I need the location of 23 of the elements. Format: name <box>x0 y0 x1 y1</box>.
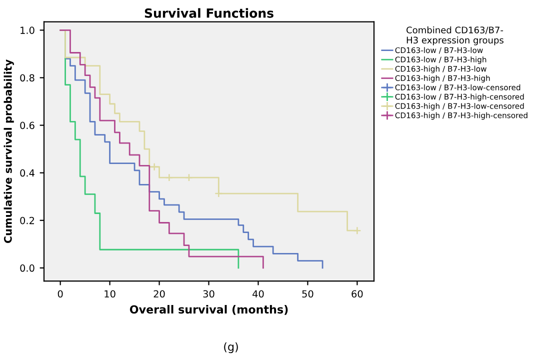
point <box>150 162 158 171</box>
text: (g) <box>224 342 238 354</box>
point <box>214 189 223 198</box>
y-tick-label: 0.6 <box>20 122 34 130</box>
x-axis-title: Overall survival (months) <box>130 305 288 315</box>
x-tick-label: 30 <box>203 290 214 298</box>
point <box>165 173 174 182</box>
x-tick-label: 20 <box>154 290 165 298</box>
chart-title: Survival Functions <box>144 8 274 18</box>
x-tick-label: 50 <box>302 290 314 298</box>
x-tick-label: 10 <box>104 290 116 298</box>
y-tick-label: 0.2 <box>20 216 34 224</box>
point <box>353 226 362 235</box>
y-axis-title: Cumulative survival probability <box>4 59 14 244</box>
legend-title: Combined CD163/B7- H3 expression groups <box>406 26 504 46</box>
x-tick-label: 60 <box>352 290 363 298</box>
x-tick-label: 0 <box>58 290 63 298</box>
y-tick-label: 0.0 <box>20 264 34 272</box>
y-tick-label: 0.8 <box>20 74 34 82</box>
y-tick-label: 1.0 <box>20 26 34 34</box>
x-tick-label: 40 <box>252 290 264 298</box>
y-tick-label: 0.4 <box>20 169 34 177</box>
point <box>184 173 194 182</box>
